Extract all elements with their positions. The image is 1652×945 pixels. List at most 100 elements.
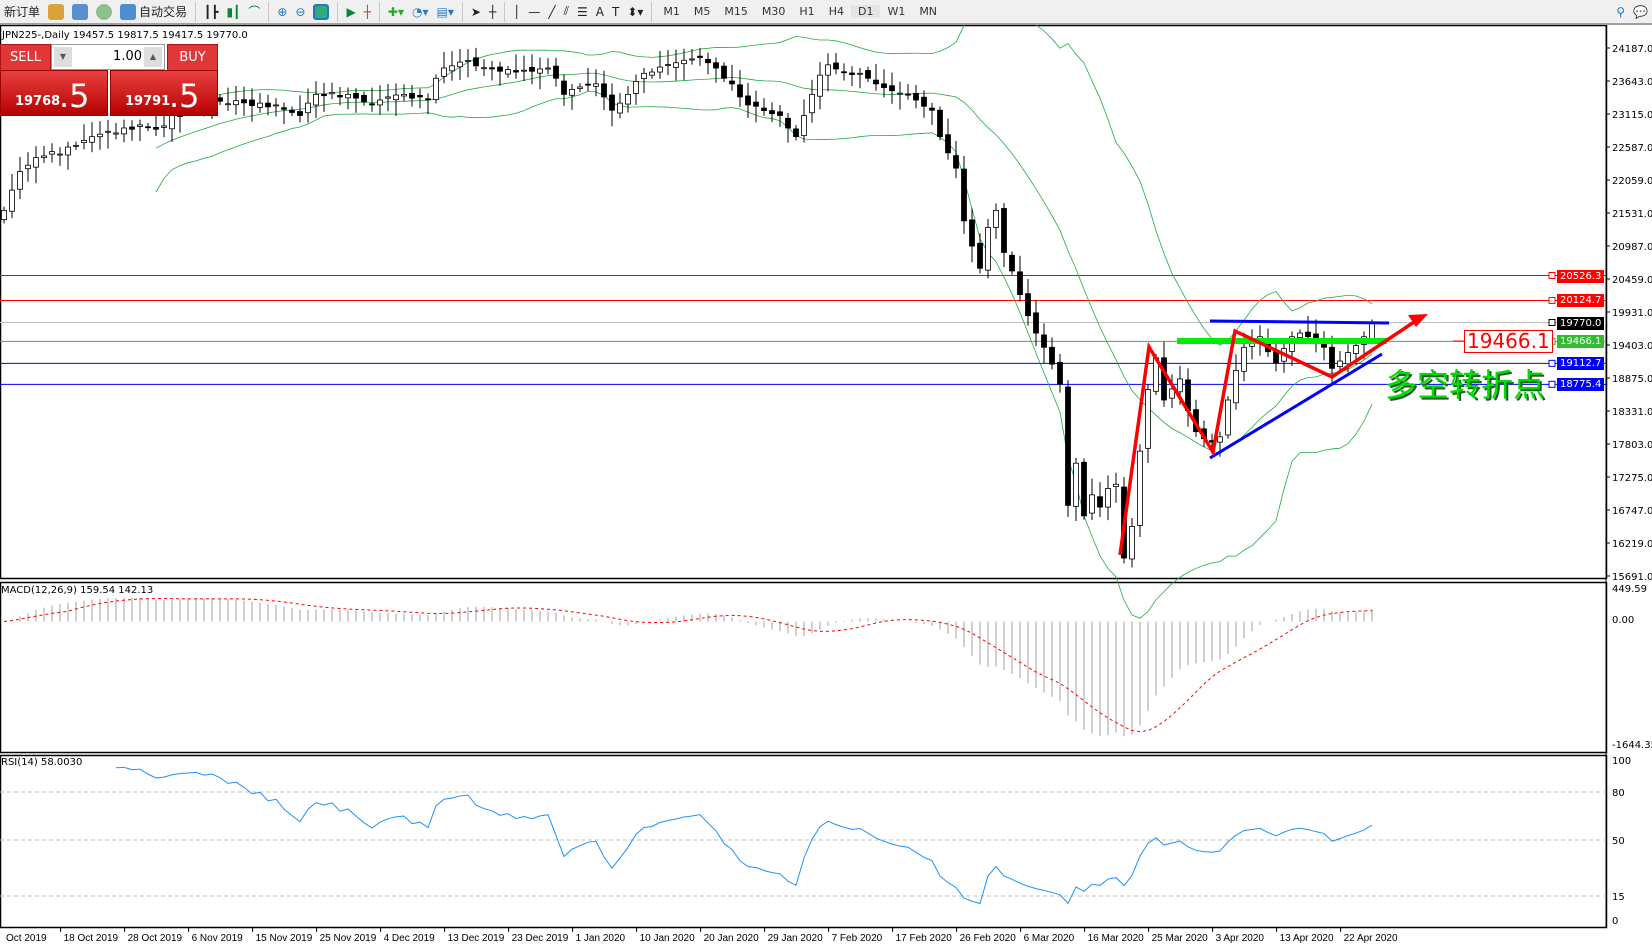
candle-body — [49, 151, 55, 155]
candle-body — [569, 89, 575, 96]
candle-body — [1225, 399, 1231, 436]
x-tick-label: Oct 2019 — [6, 933, 47, 944]
x-tick-label: 6 Nov 2019 — [192, 933, 244, 944]
candle-body — [705, 58, 711, 64]
candle-body — [225, 103, 231, 106]
templates-icon[interactable]: ▤▾ — [436, 4, 454, 19]
search-icon[interactable]: ⚲ — [1616, 4, 1626, 19]
toolbar: 新订单 自动交易 ┃┣ ▮┃ ⌒ ⊕ ⊖ ▶ ┼ ✚▾ ◔▾ ▤▾ ➤ ┼ │ … — [0, 0, 1652, 25]
sell-price-button[interactable]: 19768 .5 — [0, 70, 108, 116]
buy-price-button[interactable]: 19791 .5 — [110, 70, 218, 116]
candle-body — [121, 127, 127, 135]
timeframe-d1[interactable]: D1 — [850, 5, 881, 18]
candle-body — [33, 157, 39, 168]
horizontal-line-icon[interactable]: — — [528, 4, 541, 19]
annotation-text[interactable]: 多空转折点 — [1385, 366, 1546, 404]
candle-body — [417, 94, 423, 98]
lot-decrease-icon[interactable]: ▼ — [54, 47, 72, 67]
candle-body — [961, 168, 967, 222]
y-tick-label: 21531.0 — [1612, 209, 1652, 220]
cursor-icon[interactable]: ➤ — [470, 4, 481, 19]
lot-increase-icon[interactable]: ▲ — [144, 47, 162, 67]
candle-body — [697, 55, 703, 58]
x-tick-label: 18 Oct 2019 — [64, 933, 119, 944]
candle-body — [385, 96, 391, 99]
candlestick-icon[interactable]: ▮┃ — [226, 4, 241, 19]
candle-body — [1049, 346, 1055, 365]
y-tick-label: 19931.0 — [1612, 308, 1652, 319]
lot-input[interactable]: 1.00 — [113, 49, 142, 64]
candle-body — [529, 66, 535, 72]
timeframe-m1[interactable]: M1 — [663, 5, 680, 18]
trendline-icon[interactable]: ╱ — [548, 4, 556, 19]
buy-button[interactable]: BUY — [167, 44, 218, 71]
new-order-button[interactable]: 新订单 — [0, 1, 44, 23]
chat-icon[interactable]: 💬 — [1633, 4, 1648, 19]
auto-trading-label: 自动交易 — [139, 5, 188, 19]
y-tick-label: 20987.0 — [1612, 242, 1652, 253]
timeframe-h4[interactable]: H4 — [828, 5, 844, 18]
sell-button[interactable]: SELL — [0, 44, 51, 71]
zoom-out-icon[interactable]: ⊖ — [295, 4, 306, 19]
candle-body — [913, 93, 919, 101]
fibonacci-icon[interactable]: ☰ — [577, 4, 588, 19]
timeframe-m30[interactable]: M30 — [761, 5, 786, 18]
timeframe-m5[interactable]: M5 — [693, 5, 711, 18]
sell-price-pips: .5 — [59, 77, 90, 115]
x-tick-label: 7 Feb 2020 — [832, 933, 883, 944]
x-tick-label: 26 Feb 2020 — [960, 933, 1017, 944]
y-tick-label: 15691.0 — [1612, 572, 1652, 583]
timeframe-w1[interactable]: W1 — [887, 5, 906, 18]
candle-body — [89, 136, 95, 143]
candle-body — [1233, 369, 1239, 404]
candle-body — [337, 94, 343, 98]
candle-body — [441, 67, 447, 77]
timeframe-mn[interactable]: MN — [919, 5, 938, 18]
zoom-in-icon[interactable]: ⊕ — [277, 4, 288, 19]
price-line-handle — [1548, 272, 1556, 280]
indicators-icon[interactable]: ✚▾ — [387, 4, 404, 19]
chart-area[interactable]: 24187.0 23643.0 23115.0 22587.0 22059.0 21531… — [0, 25, 1652, 945]
candle-body — [865, 70, 871, 79]
candle-body — [161, 125, 167, 128]
equidistant-channel-icon[interactable]: ⫽ — [563, 4, 569, 18]
auto-trading-button[interactable]: 自动交易 — [116, 1, 191, 23]
y-tick-label: 16219.0 — [1612, 539, 1652, 550]
candle-body — [841, 71, 847, 74]
crosshair-icon[interactable]: ┼ — [488, 4, 497, 19]
lot-stepper[interactable]: ▼ 1.00 ▲ — [51, 44, 165, 70]
navigator-icon[interactable] — [68, 1, 92, 23]
candle-body — [241, 99, 247, 104]
signal-icon[interactable] — [92, 1, 116, 23]
candle-body — [905, 93, 911, 96]
text-icon[interactable]: A — [595, 4, 604, 19]
line-chart-icon[interactable]: ⌒ — [248, 5, 261, 19]
chart-shift-icon[interactable]: ┼ — [363, 4, 371, 19]
text-label-icon[interactable]: T — [611, 4, 620, 19]
candle-body — [305, 102, 311, 114]
price-line-label: 18775.4 — [1557, 378, 1604, 392]
timeframe-h1[interactable]: H1 — [799, 5, 815, 18]
tile-windows-icon[interactable] — [309, 1, 333, 23]
bar-chart-icon[interactable]: ┃┣ — [204, 4, 219, 19]
macd-histogram — [11, 597, 1373, 737]
price-line-label: 20124.7 — [1557, 294, 1604, 308]
rsi-label: RSI(14) 58.0030 — [1, 757, 83, 768]
y-tick-label: 23115.0 — [1612, 110, 1652, 121]
candle-body — [609, 94, 615, 111]
candles — [1, 47, 1375, 568]
candle-body — [1217, 436, 1223, 443]
periods-icon[interactable]: ◔▾ — [412, 4, 429, 19]
arrows-icon[interactable]: ⬍▾ — [627, 4, 644, 19]
vertical-line-icon[interactable]: │ — [513, 4, 521, 19]
level-annotation-label[interactable]: 19466.1 — [1464, 330, 1553, 353]
timeframe-m15[interactable]: M15 — [724, 5, 748, 18]
candle-body — [97, 133, 103, 138]
x-tick-label: 28 Oct 2019 — [128, 933, 183, 944]
candle-body — [145, 126, 151, 129]
auto-scroll-icon[interactable]: ▶ — [346, 4, 356, 19]
candle-body — [593, 83, 599, 87]
candle-body — [633, 80, 639, 94]
market-watch-icon[interactable] — [44, 1, 68, 23]
rsi-line — [115, 766, 1373, 905]
